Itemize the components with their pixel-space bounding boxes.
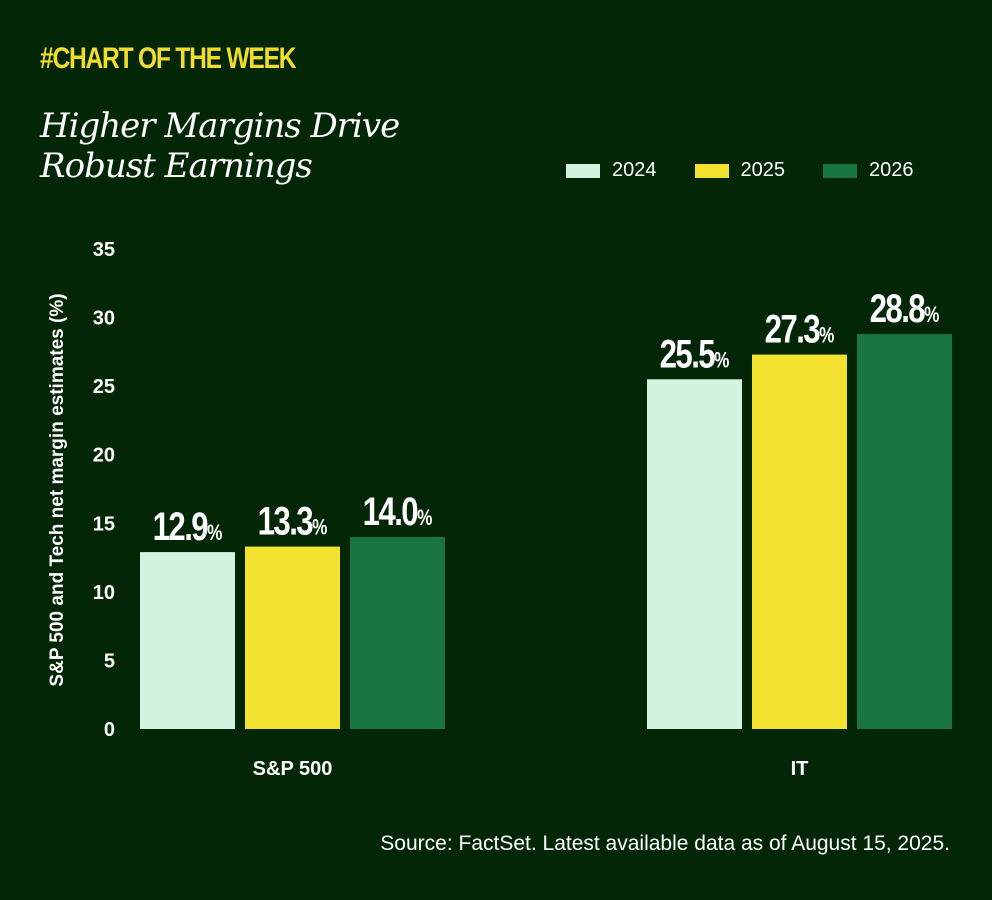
data-label-s-p-500-2024: 12.9%: [153, 504, 223, 549]
bar-s-p-500-2026: [350, 537, 445, 729]
y-axis-title: S&P 500 and Tech net margin estimates (%…: [47, 293, 68, 686]
legend-label-2025: 2025: [740, 159, 786, 181]
legend-item-2026: 2026: [823, 159, 914, 182]
chart-kicker: #CHART OF THE WEEK: [40, 42, 297, 75]
y-tick-label-20: 20: [93, 445, 115, 467]
source-note: Source: FactSet. Latest available data a…: [380, 832, 950, 855]
chart-legend: 2024 2025 2026: [566, 159, 914, 182]
category-label-s-p-500: S&P 500: [253, 758, 333, 780]
y-tick-label-5: 5: [104, 650, 115, 672]
legend-label-2024: 2024: [612, 159, 657, 181]
chart-title-line-2: Robust Earnings: [40, 146, 313, 186]
chart-title-line-1: Higher Margins Drive: [40, 106, 400, 146]
bar-s-p-500-2024: [140, 552, 235, 729]
data-label-it-2024: 25.5%: [660, 332, 730, 377]
bar-it-2026: [857, 334, 952, 729]
data-label-s-p-500-2026: 14.0%: [363, 489, 433, 534]
category-label-it: IT: [791, 758, 809, 780]
y-tick-label-15: 15: [93, 513, 115, 535]
y-tick-label-35: 35: [93, 239, 115, 261]
legend-item-2024: 2024: [566, 159, 657, 182]
data-label-s-p-500-2025: 13.3%: [258, 499, 328, 544]
chart-title: Higher Margins Drive Robust Earnings: [40, 106, 460, 186]
legend-swatch-2024: [566, 163, 600, 178]
legend-swatch-2026: [823, 163, 857, 178]
legend-item-2025: 2025: [694, 159, 786, 182]
legend-label-2026: 2026: [869, 159, 914, 181]
bar-it-2025: [752, 354, 847, 729]
y-tick-label-0: 0: [104, 719, 115, 741]
data-label-it-2025: 27.3%: [765, 307, 835, 352]
y-tick-label-10: 10: [93, 582, 115, 604]
y-tick-label-25: 25: [93, 376, 115, 398]
bar-it-2024: [647, 379, 742, 729]
y-tick-label-30: 30: [93, 308, 115, 330]
bar-s-p-500-2025: [245, 546, 340, 729]
legend-swatch-2025: [694, 163, 729, 178]
data-label-it-2026: 28.8%: [870, 286, 940, 331]
